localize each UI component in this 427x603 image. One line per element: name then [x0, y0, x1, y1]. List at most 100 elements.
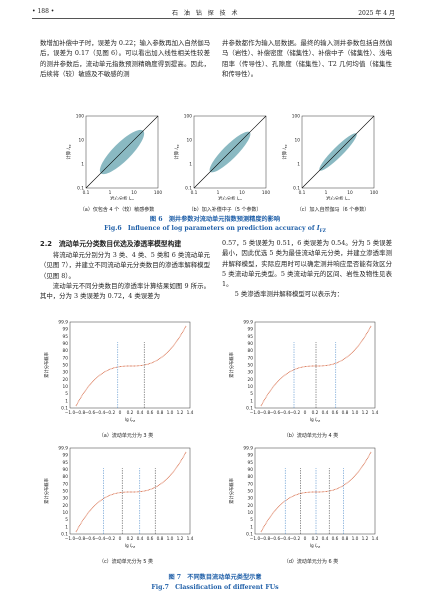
y-tick-label: 30 [248, 496, 254, 502]
label-text: 计算 [65, 150, 72, 160]
x-tick-label: 1.0 [167, 536, 174, 542]
x-tick-label: 0.2 [312, 410, 319, 416]
x-tick-label: 0.6 [147, 410, 154, 416]
x-tick-label: −1.0 [65, 536, 76, 542]
diagonal [301, 115, 375, 189]
figure-caption: 图 6 测井参数对流动单元指数预测精度的影响 [149, 216, 281, 223]
axis-label: 岩心分析 IFZ [218, 195, 242, 200]
panel-caption: （b）流动单元分为 4 类 [283, 433, 339, 439]
axis-label: 累计分布概率 [228, 351, 235, 377]
y-tick-label: 80 [63, 348, 69, 354]
x-tick-label: 0.4 [137, 410, 144, 416]
axis-label: lg IFZ [125, 543, 135, 549]
x-tick-label: 1.4 [187, 536, 194, 542]
section-number: 2.2 [40, 240, 53, 248]
probability-curve [75, 325, 187, 407]
y-tick-label: 100 [76, 114, 84, 120]
panel-caption: （b）加入补偿中子（5 个参数） [188, 207, 262, 213]
x-tick-label: 1.2 [177, 536, 184, 542]
x-tick-label: −0.4 [280, 536, 291, 542]
plot-frame [301, 115, 375, 189]
y-tick-label: 5 [250, 391, 253, 397]
figure-caption-en: Fig.7 Classification of different FUs [151, 584, 279, 591]
label-text: 岩心分析 [218, 195, 237, 200]
y-tick-label: 70 [63, 481, 69, 487]
panel: 0.1 1 5 10 20 30 50 70 80 90 95 99 99.9 −1.0 −0.8 −0.6−… [225, 318, 397, 440]
symbol: I [282, 148, 288, 150]
x-tick-label: 0.8 [342, 536, 349, 542]
y-tick-label: 0.1 [77, 186, 84, 192]
diagonal [193, 115, 267, 189]
y-tick-label: 50 [248, 363, 254, 369]
y-tick-label: 0.1 [246, 532, 253, 538]
panel-caption: （d）流动单元分为 6 类 [283, 559, 339, 565]
y-tick-label: 99 [63, 327, 69, 333]
label-text: 岩心分析 [326, 195, 345, 200]
plot-frame [254, 321, 376, 409]
y-tick-label: 100 [184, 114, 192, 120]
y-tick-label: 1 [81, 162, 84, 168]
y-tick-label: 80 [248, 348, 254, 354]
x-tick-label: 0.2 [127, 410, 134, 416]
y-tick-label: 99.9 [58, 320, 68, 326]
plot-frame [69, 321, 191, 409]
x-tick-label: −0.6 [270, 410, 281, 416]
panel-caption: （a）仅包含 4 个（较）敏感参数 [79, 207, 155, 213]
y-tick-label: 80 [248, 474, 254, 480]
x-tick-label: 1.2 [362, 410, 369, 416]
y-tick-label: 10 [63, 510, 69, 516]
column: 将流动单元分别分为 3 类、4 类、5 类和 6 类流动单元（见图 7），并建立… [40, 250, 210, 301]
x-tick-label: 1.0 [167, 410, 174, 416]
axis-label: 岩心分析 IFZ [326, 195, 350, 200]
y-tick-label: 50 [248, 489, 254, 495]
axis-label: 累计分布概率 [43, 351, 50, 377]
axis-label: lg IFZ [310, 417, 320, 423]
y-tick-label: 10 [248, 510, 254, 516]
x-tick-label: 1 [109, 190, 112, 196]
plot-frame [69, 447, 191, 535]
y-tick-label: 50 [63, 489, 69, 495]
y-tick-label: 95 [248, 460, 254, 466]
symbol: I [129, 196, 131, 200]
y-tick-label: 99.9 [243, 446, 253, 452]
paragraph: 将流动单元分别分为 3 类、4 类、5 类和 6 类流动单元（见图 7），并建立… [40, 251, 210, 280]
y-tick-label: 99.9 [243, 320, 253, 326]
x-tick-label: −0.8 [75, 410, 86, 416]
y-tick-label: 99 [248, 327, 254, 333]
figure-caption-en: Fig.6 Influence of log parameters on pre… [40, 223, 390, 234]
y-tick-label: 0.1 [246, 406, 253, 412]
y-tick-label: 0.1 [61, 532, 68, 538]
y-tick-label: 95 [63, 334, 69, 340]
x-tick-label: −0.2 [105, 410, 116, 416]
x-tick-label: 1 [217, 190, 220, 196]
y-tick-label: 70 [63, 355, 69, 361]
y-tick-label: 90 [248, 467, 254, 473]
panel: 0.1 1 5 10 20 30 50 70 80 90 95 99 99.9 −1.0 −0.8 −0.6−… [40, 318, 212, 440]
subscript: FZ [176, 144, 180, 148]
section-heading: 2.2 流动单元分类数目优选及渗透率模型构建 [40, 238, 181, 248]
subscript: FZ [130, 198, 134, 200]
panel: 0.1 0.1 1 1 10 10 100 100 计算 IFZ 岩心分析 IFZ （c）加入自然伽… [278, 112, 388, 214]
axis-label: 累计分布概率 [228, 477, 235, 503]
y-tick-label: 90 [63, 467, 69, 473]
x-tick-label: 0.1 [191, 190, 198, 196]
x-tick-label: 100 [262, 190, 270, 196]
plot-frame [85, 115, 159, 189]
label-text: 岩心分析 [110, 195, 129, 200]
panel-caption: （c）流动单元分为 5 类 [98, 559, 154, 565]
diagonal [85, 115, 159, 189]
subscript: FZ [131, 545, 135, 549]
y-tick-label: 20 [248, 377, 254, 383]
panel: 0.1 0.1 1 1 10 10 100 100 计算 IFZ 岩心分析 IFZ （b）加入补偿中… [170, 112, 280, 214]
running-header: • 188 • 石 油 钻 探 技 术 2025 年 4 月 [32, 6, 395, 19]
y-tick-label: 30 [63, 496, 69, 502]
y-tick-label: 1 [250, 398, 253, 404]
x-tick-label: 0.8 [157, 536, 164, 542]
y-tick-label: 5 [250, 517, 253, 523]
paragraph: 井参数都作为输入层数据。最终的输入测井参数包括自然伽马（岩性）、补偿密度（储集性… [222, 39, 392, 78]
